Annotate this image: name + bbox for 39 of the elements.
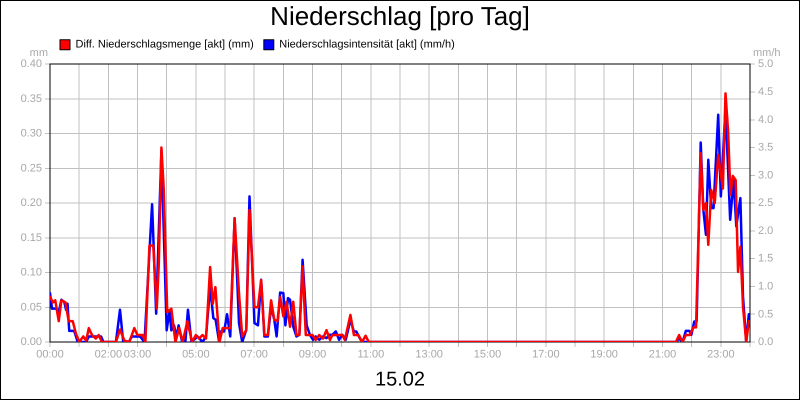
y2-tick-label: 5.0 <box>758 58 774 70</box>
legend-label: Diff. Niederschlagsmenge [akt] (mm) <box>76 38 254 51</box>
y-tick-label: 0.00 <box>20 336 42 348</box>
y-tick-label: 0.30 <box>20 128 42 140</box>
y-tick-label: 0.10 <box>20 266 42 279</box>
y2-tick-label: 3.0 <box>758 169 774 182</box>
x-tick-label: 21:00 <box>648 348 676 361</box>
y2-tick-label: 4.0 <box>758 114 774 126</box>
x-tick-label: 03:00 <box>124 348 152 361</box>
y2-tick-label: 4.5 <box>758 86 774 98</box>
legend-label: Niederschlagsintensität [akt] (mm/h) <box>279 38 455 51</box>
y2-tick-label: 0.0 <box>758 336 774 348</box>
x-tick-label: 11:00 <box>357 348 384 361</box>
x-tick-label: 05:00 <box>182 348 210 361</box>
y2-tick-label: 1.0 <box>758 280 774 292</box>
x-tick-label: 07:00 <box>240 348 268 361</box>
y-tick-label: 0.25 <box>20 162 42 174</box>
x-tick-label: 17:00 <box>532 348 560 361</box>
y-tick-label: 0.35 <box>20 92 42 105</box>
x-tick-label: 15:00 <box>474 348 502 361</box>
x-tick-label: 09:00 <box>298 348 326 361</box>
y2-tick-label: 1.5 <box>758 252 774 265</box>
x-tick-label: 23:00 <box>707 348 735 361</box>
y2-axis-title: mm/h <box>753 47 780 60</box>
x-tick-label: 00:00 <box>36 348 64 361</box>
x-tick-label: 13:00 <box>415 348 443 361</box>
x-tick-label: 02:00 <box>94 348 122 361</box>
y-tick-label: 0.20 <box>20 197 42 210</box>
y2-tick-label: 2.5 <box>758 197 774 210</box>
x-tick-label: 19:00 <box>590 348 618 361</box>
y2-tick-label: 3.5 <box>758 142 774 154</box>
x-axis-title: 15.02 <box>374 368 426 391</box>
y-tick-label: 0.15 <box>20 232 42 244</box>
y2-tick-label: 0.5 <box>758 308 774 320</box>
y-tick-label: 0.40 <box>20 58 42 70</box>
y2-tick-label: 2.0 <box>758 224 774 237</box>
y-tick-label: 0.05 <box>20 301 42 314</box>
y-axis-title: mm <box>30 47 48 60</box>
chart-title: Niederschlag [pro Tag] <box>270 0 530 31</box>
